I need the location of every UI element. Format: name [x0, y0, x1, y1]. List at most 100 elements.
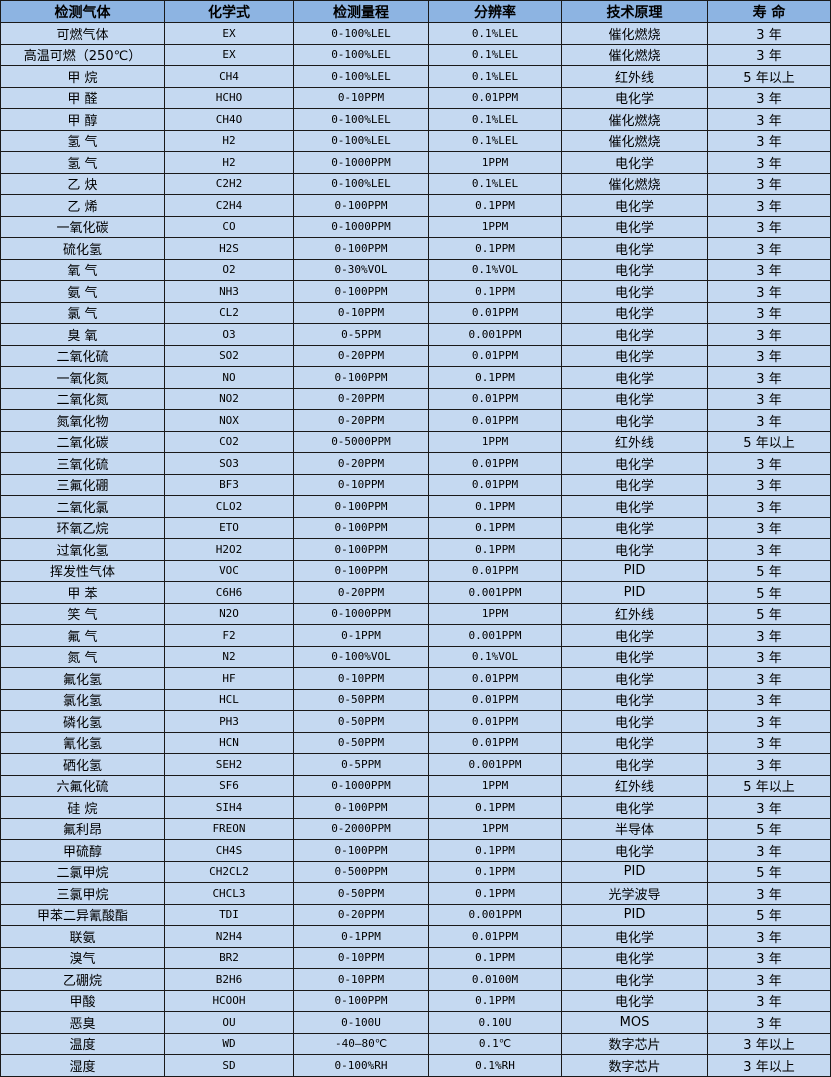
- cell-principle: 红外线: [561, 430, 708, 453]
- cell-range: 0-10PPM: [293, 667, 429, 690]
- cell-resolution: 0.1PPM: [428, 796, 562, 819]
- cell-lifespan: 3 年: [707, 86, 831, 109]
- cell-principle: 电化学: [561, 753, 708, 776]
- cell-principle: 电化学: [561, 516, 708, 539]
- cell-resolution: 0.01PPM: [428, 301, 562, 324]
- cell-resolution: 0.1%VOL: [428, 258, 562, 281]
- cell-range: 0-100PPM: [293, 366, 429, 389]
- cell-principle: 电化学: [561, 473, 708, 496]
- cell-gas: 一氧化碳: [0, 215, 165, 238]
- cell-formula: CHCL3: [164, 882, 294, 905]
- cell-lifespan: 3 年: [707, 925, 831, 948]
- table-row: 一氧化氮 NO 0-100PPM 0.1PPM 电化学 3 年: [0, 366, 831, 389]
- cell-resolution: 0.01PPM: [428, 688, 562, 711]
- cell-formula: NH3: [164, 280, 294, 303]
- cell-resolution: 0.01PPM: [428, 86, 562, 109]
- table-row: 乙 炔 C2H2 0-100%LEL 0.1%LEL 催化燃烧 3 年: [0, 172, 831, 195]
- cell-gas: 恶臭: [0, 1011, 165, 1034]
- table-row: 氟 气 F2 0-1PPM 0.001PPM 电化学 3 年: [0, 624, 831, 647]
- cell-gas: 乙 烯: [0, 194, 165, 217]
- cell-formula: BR2: [164, 946, 294, 969]
- cell-principle: 电化学: [561, 409, 708, 432]
- cell-range: 0-100%LEL: [293, 43, 429, 66]
- cell-gas: 氧 气: [0, 258, 165, 281]
- cell-lifespan: 3 年以上: [707, 1032, 831, 1055]
- cell-principle: 光学波导: [561, 882, 708, 905]
- table-row: 三氯甲烷 CHCL3 0-50PPM 0.1PPM 光学波导 3 年: [0, 882, 831, 905]
- cell-formula: SO2: [164, 344, 294, 367]
- cell-gas: 一氧化氮: [0, 366, 165, 389]
- cell-resolution: 0.10U: [428, 1011, 562, 1034]
- cell-gas: 甲 醇: [0, 108, 165, 131]
- cell-formula: VOC: [164, 559, 294, 582]
- header-lifespan: 寿 命: [707, 0, 831, 23]
- cell-resolution: 0.1PPM: [428, 839, 562, 862]
- cell-resolution: 0.01PPM: [428, 559, 562, 582]
- cell-lifespan: 3 年: [707, 839, 831, 862]
- cell-lifespan: 3 年: [707, 215, 831, 238]
- cell-principle: 电化学: [561, 280, 708, 303]
- cell-gas: 可燃气体: [0, 22, 165, 45]
- table-row: 过氧化氢 H2O2 0-100PPM 0.1PPM 电化学 3 年: [0, 538, 831, 561]
- cell-range: 0-1000PPM: [293, 602, 429, 625]
- cell-range: 0-100PPM: [293, 538, 429, 561]
- cell-gas: 三氟化硼: [0, 473, 165, 496]
- cell-lifespan: 5 年: [707, 602, 831, 625]
- table-row: 甲苯二异氰酸酯 TDI 0-20PPM 0.001PPM PID 5 年: [0, 903, 831, 926]
- header-range: 检测量程: [293, 0, 429, 23]
- cell-gas: 笑 气: [0, 602, 165, 625]
- cell-formula: CL2: [164, 301, 294, 324]
- cell-lifespan: 3 年: [707, 280, 831, 303]
- cell-range: 0-1000PPM: [293, 151, 429, 174]
- cell-lifespan: 3 年: [707, 1011, 831, 1034]
- cell-lifespan: 5 年: [707, 860, 831, 883]
- cell-gas: 过氧化氢: [0, 538, 165, 561]
- cell-range: 0-20PPM: [293, 344, 429, 367]
- cell-range: 0-50PPM: [293, 710, 429, 733]
- cell-formula: H2: [164, 129, 294, 152]
- cell-resolution: 0.1PPM: [428, 538, 562, 561]
- table-row: 恶臭 OU 0-100U 0.10U MOS 3 年: [0, 1011, 831, 1034]
- cell-gas: 二氧化硫: [0, 344, 165, 367]
- cell-principle: 电化学: [561, 495, 708, 518]
- table-row: 六氟化硫 SF6 0-1000PPM 1PPM 红外线 5 年以上: [0, 774, 831, 797]
- cell-range: 0-20PPM: [293, 387, 429, 410]
- cell-range: 0-20PPM: [293, 409, 429, 432]
- cell-resolution: 0.1%RH: [428, 1054, 562, 1077]
- table-row: 可燃气体 EX 0-100%LEL 0.1%LEL 催化燃烧 3 年: [0, 22, 831, 45]
- cell-formula: B2H6: [164, 968, 294, 991]
- cell-principle: 电化学: [561, 688, 708, 711]
- cell-principle: 催化燃烧: [561, 129, 708, 152]
- cell-range: -40—80℃: [293, 1032, 429, 1055]
- cell-lifespan: 3 年: [707, 151, 831, 174]
- cell-resolution: 0.01PPM: [428, 710, 562, 733]
- table-row: 二氧化氯 CLO2 0-100PPM 0.1PPM 电化学 3 年: [0, 495, 831, 518]
- cell-lifespan: 3 年: [707, 882, 831, 905]
- cell-principle: 催化燃烧: [561, 22, 708, 45]
- cell-resolution: 0.1%LEL: [428, 22, 562, 45]
- cell-gas: 氮 气: [0, 645, 165, 668]
- cell-formula: HCHO: [164, 86, 294, 109]
- cell-principle: 电化学: [561, 925, 708, 948]
- cell-lifespan: 3 年: [707, 968, 831, 991]
- cell-formula: CH2CL2: [164, 860, 294, 883]
- cell-range: 0-100PPM: [293, 280, 429, 303]
- cell-gas: 甲 苯: [0, 581, 165, 604]
- cell-gas: 臭 氧: [0, 323, 165, 346]
- cell-range: 0-30%VOL: [293, 258, 429, 281]
- cell-resolution: 1PPM: [428, 151, 562, 174]
- cell-range: 0-100%LEL: [293, 22, 429, 45]
- cell-formula: HCOOH: [164, 989, 294, 1012]
- cell-resolution: 0.1PPM: [428, 989, 562, 1012]
- cell-formula: HCL: [164, 688, 294, 711]
- cell-gas: 环氧乙烷: [0, 516, 165, 539]
- cell-range: 0-10PPM: [293, 86, 429, 109]
- cell-resolution: 0.1%LEL: [428, 129, 562, 152]
- table-row: 甲 烷 CH4 0-100%LEL 0.1%LEL 红外线 5 年以上: [0, 65, 831, 88]
- cell-lifespan: 3 年: [707, 473, 831, 496]
- cell-range: 0-50PPM: [293, 882, 429, 905]
- cell-lifespan: 3 年: [707, 495, 831, 518]
- cell-gas: 硒化氢: [0, 753, 165, 776]
- cell-formula: CO: [164, 215, 294, 238]
